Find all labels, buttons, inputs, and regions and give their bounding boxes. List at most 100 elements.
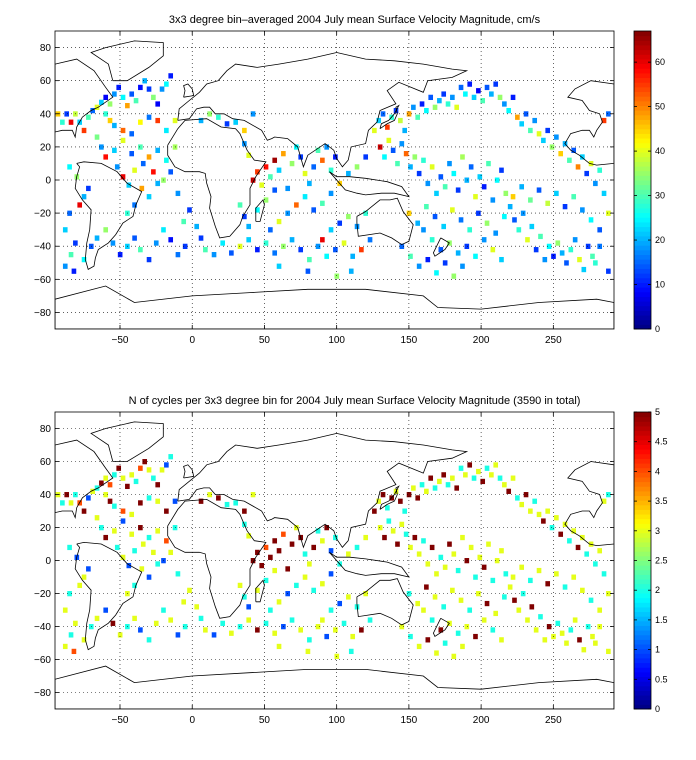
data-cell bbox=[567, 538, 572, 544]
data-cell bbox=[281, 151, 286, 157]
data-cell bbox=[276, 263, 282, 269]
data-cell bbox=[175, 632, 181, 638]
chart-title: N of cycles per 3x3 degree bin for 2004 … bbox=[129, 395, 581, 407]
data-cell bbox=[255, 247, 260, 253]
data-cell bbox=[328, 571, 334, 577]
colorbar-segment bbox=[634, 249, 651, 255]
data-cell bbox=[94, 515, 100, 521]
y-tick-label: −20 bbox=[34, 589, 51, 600]
colorbar-segment bbox=[634, 82, 651, 88]
data-cell bbox=[153, 240, 159, 246]
data-cell bbox=[510, 94, 516, 101]
colorbar-segment bbox=[634, 490, 651, 497]
colorbar-segment bbox=[634, 124, 651, 130]
data-cell bbox=[116, 84, 122, 91]
data-cell bbox=[408, 544, 413, 551]
data-cell bbox=[454, 104, 460, 110]
data-cell bbox=[415, 600, 421, 607]
x-tick-label: 250 bbox=[545, 715, 562, 726]
colorbar-tick-label: 1.5 bbox=[655, 615, 668, 625]
data-cell bbox=[181, 218, 187, 225]
colorbar-segment bbox=[634, 453, 651, 459]
data-cell bbox=[263, 164, 269, 170]
data-cell bbox=[502, 482, 507, 488]
data-cell bbox=[597, 227, 603, 233]
data-cell bbox=[445, 101, 451, 107]
data-cell bbox=[458, 465, 464, 471]
data-cell bbox=[68, 632, 74, 638]
colorbar-segment bbox=[634, 245, 651, 251]
data-cell bbox=[421, 227, 426, 233]
data-cell bbox=[132, 235, 137, 241]
data-cell bbox=[523, 111, 529, 117]
data-cell bbox=[62, 263, 68, 269]
colorbar-segment bbox=[634, 105, 651, 111]
colorbar-segment bbox=[634, 681, 651, 687]
data-cell bbox=[155, 482, 161, 488]
data-cell bbox=[432, 485, 438, 491]
data-cell bbox=[402, 508, 408, 514]
data-cell bbox=[182, 243, 188, 250]
data-cell bbox=[597, 607, 603, 613]
data-cell bbox=[211, 252, 217, 258]
data-cell bbox=[107, 117, 113, 124]
data-cell bbox=[458, 84, 464, 91]
data-cell bbox=[99, 144, 104, 150]
colorbar-segment bbox=[634, 319, 651, 325]
colorbar-segment bbox=[634, 133, 651, 139]
colorbar-tick-label: 0.5 bbox=[655, 674, 668, 684]
data-cell bbox=[117, 252, 123, 258]
colorbar-segment bbox=[634, 648, 651, 654]
data-cell bbox=[103, 227, 109, 233]
data-cell bbox=[110, 240, 116, 246]
data-cell bbox=[377, 144, 383, 150]
data-cell bbox=[337, 220, 343, 226]
colorbar-segment bbox=[634, 287, 651, 293]
data-cell bbox=[477, 554, 483, 560]
data-cell bbox=[129, 472, 135, 478]
colorbar-segment bbox=[634, 198, 651, 204]
colorbar-segment bbox=[634, 68, 651, 74]
colorbar-tick-label: 20 bbox=[655, 235, 665, 245]
data-cell bbox=[77, 582, 83, 589]
colorbar-segment bbox=[634, 625, 651, 631]
data-cell bbox=[564, 640, 569, 646]
coastline bbox=[432, 617, 450, 637]
coastline bbox=[74, 161, 143, 270]
data-cell bbox=[132, 548, 137, 554]
data-cell bbox=[484, 84, 490, 91]
data-cell bbox=[399, 141, 405, 147]
data-cell bbox=[198, 615, 204, 622]
data-cell bbox=[481, 617, 487, 623]
data-cell bbox=[516, 227, 522, 233]
data-cell bbox=[320, 237, 325, 243]
data-cell bbox=[458, 217, 464, 223]
colorbar-segment bbox=[634, 268, 651, 274]
data-cell bbox=[285, 185, 291, 192]
coastline bbox=[183, 464, 195, 479]
coastline bbox=[90, 40, 164, 82]
data-cell bbox=[125, 483, 130, 490]
data-cell bbox=[536, 511, 542, 518]
data-cell bbox=[425, 637, 431, 643]
data-cell bbox=[502, 213, 507, 220]
data-cell bbox=[584, 551, 590, 557]
data-cell bbox=[168, 454, 174, 460]
colorbar-segment bbox=[634, 583, 651, 589]
data-cell bbox=[255, 207, 260, 213]
colorbar-segment bbox=[634, 495, 651, 501]
colorbar-segment bbox=[634, 523, 651, 529]
data-cell bbox=[175, 252, 181, 258]
data-cell bbox=[268, 554, 273, 560]
data-cell bbox=[155, 561, 161, 567]
data-cell bbox=[481, 184, 487, 190]
colorbar-segment bbox=[634, 147, 651, 153]
data-cell bbox=[386, 137, 392, 144]
colorbar-segment bbox=[634, 639, 651, 645]
data-cell bbox=[476, 468, 481, 475]
data-cell bbox=[129, 151, 135, 157]
data-cell bbox=[442, 640, 448, 646]
colorbar-segment bbox=[634, 486, 651, 492]
data-cell bbox=[425, 256, 431, 263]
data-cell bbox=[425, 180, 431, 187]
